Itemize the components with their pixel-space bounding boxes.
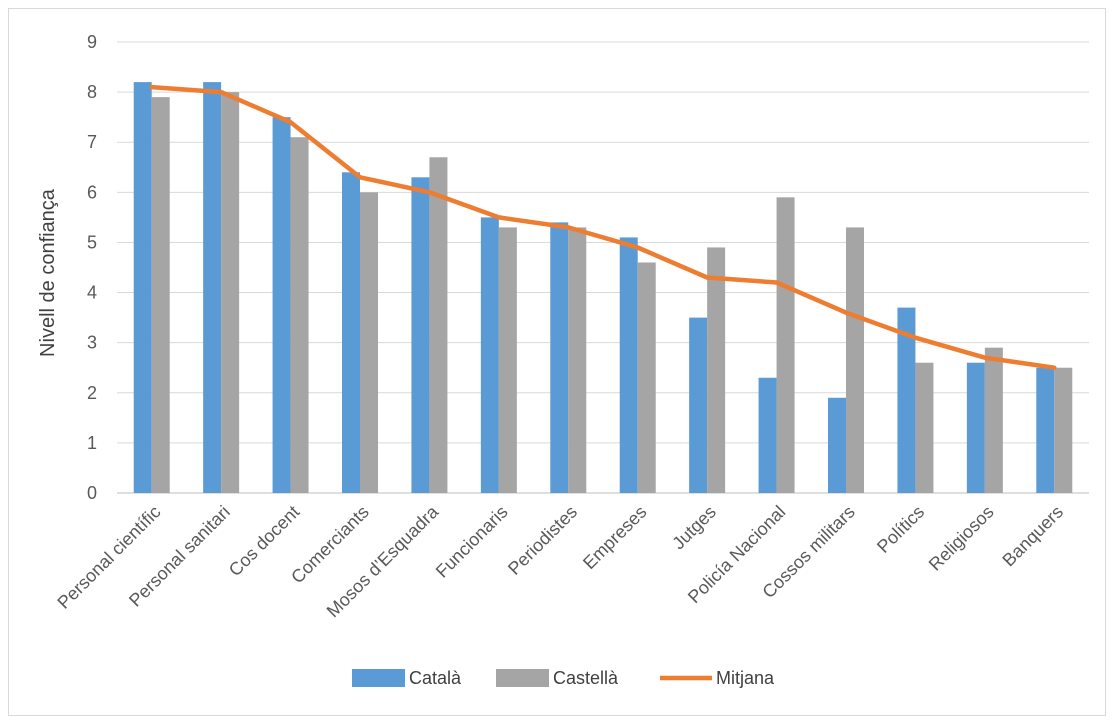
y-tick-label: 5 <box>87 232 97 252</box>
y-tick-label: 6 <box>87 182 97 202</box>
bar-catala <box>272 117 291 494</box>
bar-catala <box>758 377 777 493</box>
legend: Català Castellà Mitjana <box>352 668 775 688</box>
bar-catala <box>342 172 360 494</box>
bar-castella <box>429 157 448 493</box>
legend-swatch-catala <box>352 669 405 687</box>
bar-castella <box>846 227 864 493</box>
bar-castella <box>1054 367 1073 493</box>
legend-label: Castellà <box>553 668 619 688</box>
bar-catala <box>133 82 152 493</box>
bar-castella <box>984 347 1003 493</box>
bar-catala <box>619 237 638 493</box>
x-tick-label: Funcionaris <box>432 502 512 582</box>
bar-castella <box>915 362 934 493</box>
y-tick-labels: 0 1 2 3 4 5 6 7 8 9 <box>87 32 97 503</box>
legend-label: Mitjana <box>716 668 775 688</box>
bar-catala <box>480 217 499 493</box>
y-tick-label: 9 <box>87 32 97 52</box>
x-tick-label: Periodistes <box>504 502 581 579</box>
bars <box>133 82 1073 494</box>
bar-catala <box>550 222 569 493</box>
bar-castella <box>568 227 587 493</box>
y-tick-label: 0 <box>87 483 97 503</box>
legend-swatch-castella <box>496 669 549 687</box>
bar-catala <box>203 82 222 493</box>
y-tick-label: 2 <box>87 383 97 403</box>
bar-castella <box>707 247 726 493</box>
y-tick-label: 7 <box>87 132 97 152</box>
bar-catala <box>689 317 708 493</box>
x-tick-label: Banquers <box>998 502 1067 571</box>
chart-frame: 0 1 2 3 4 5 6 7 8 9 Personal científic Personal sa… <box>8 8 1106 716</box>
x-tick-label: Religiosos <box>925 502 998 575</box>
x-tick-label: Jutges <box>668 502 720 554</box>
bar-castella <box>290 137 309 493</box>
bar-castella <box>151 97 170 493</box>
x-tick-label: Empreses <box>579 502 650 573</box>
y-tick-label: 1 <box>87 433 97 453</box>
bar-catala <box>411 177 430 494</box>
bar-castella <box>360 192 378 494</box>
y-tick-label: 3 <box>87 333 97 353</box>
x-tick-label: Polítics <box>873 502 928 557</box>
bar-castella <box>637 262 656 493</box>
y-tick-label: 8 <box>87 82 97 102</box>
bar-catala <box>897 307 916 493</box>
bar-castella <box>221 92 240 493</box>
bar-castella <box>498 227 517 493</box>
average-line-layer <box>149 84 1057 370</box>
bar-catala <box>1036 367 1055 493</box>
bar-catala <box>828 397 846 493</box>
line-mitjana <box>149 84 1057 370</box>
y-axis-title: Nivell de confiança <box>37 188 59 357</box>
legend-label: Català <box>409 668 462 688</box>
y-tick-label: 4 <box>87 283 97 303</box>
bar-castella <box>776 197 795 493</box>
bar-catala <box>966 362 985 493</box>
